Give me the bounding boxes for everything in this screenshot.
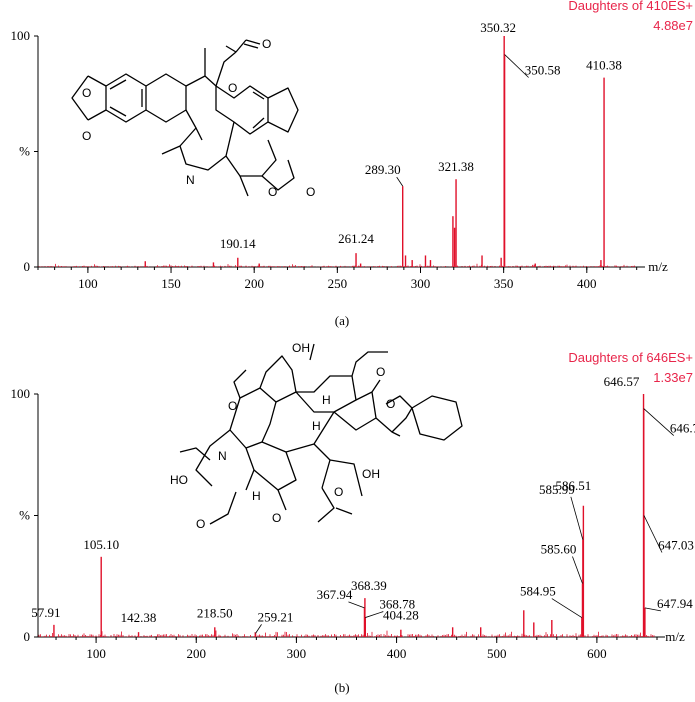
x-ticks-a: 100 150 200 250 300 350 400 — [37, 267, 638, 291]
peak-label: 289.30 — [365, 162, 401, 177]
atom-label-o-bl: O — [196, 517, 205, 531]
y-tick-label: % — [19, 144, 30, 159]
atom-label-ho: HO — [170, 473, 188, 487]
peak-label: 190.14 — [220, 236, 256, 251]
peak-label: 321.38 — [438, 159, 474, 174]
peak-label: 368.78 — [379, 597, 415, 612]
atom-label-n: N — [186, 173, 195, 187]
atom-label-o4: O — [262, 37, 271, 51]
y-tick-label: % — [19, 508, 30, 523]
peak-label-leader — [643, 408, 675, 436]
peak-label: 585.99 — [539, 482, 575, 497]
x-tick-label: 100 — [78, 276, 98, 291]
baseline-noise-b — [38, 630, 655, 637]
peak-label: 368.39 — [351, 578, 387, 593]
x-tick-label: 350 — [494, 276, 514, 291]
peak-label: 261.24 — [338, 231, 374, 246]
peaks-b — [53, 394, 646, 637]
peak-label: 410.38 — [586, 58, 622, 73]
peak-label: 218.50 — [197, 605, 233, 620]
peak-label: 350.32 — [480, 20, 516, 35]
peak-label-leader — [643, 515, 663, 553]
x-tick-label: 200 — [244, 276, 264, 291]
peak-label-leader — [551, 598, 583, 618]
atom-label-oh-right: OH — [362, 467, 380, 481]
molecule-structure-b: OH O O H H N HO OH H O O O O — [170, 341, 463, 531]
atom-label-o6: O — [306, 185, 315, 199]
atom-label-o-top: O — [376, 365, 385, 379]
x-tick-label: 500 — [487, 646, 507, 661]
atom-label-o-acetate: O — [334, 485, 343, 499]
peak-label: 584.95 — [520, 584, 556, 599]
peak-label-leader — [644, 607, 661, 612]
peak-label: 259.21 — [258, 609, 294, 624]
peak-label-leader — [365, 611, 384, 618]
legend-intensity-a: 4.88e7 — [653, 18, 693, 33]
peak-label: 647.03 — [658, 538, 694, 553]
x-tick-label: 400 — [387, 646, 407, 661]
molecule-structure-a: O O O O O O N — [71, 37, 315, 199]
peak-label-leader — [572, 556, 583, 584]
spectrum-chart-a: 0% 100 100 150 200 250 300 350 400 190.14 261.24… — [11, 0, 694, 328]
peak-label: 586.51 — [556, 478, 592, 493]
caption-a: (a) — [335, 313, 349, 328]
x-tick-label: 400 — [577, 276, 597, 291]
atom-label-n-b: N — [218, 449, 227, 463]
peak-label: 646.77 — [670, 421, 695, 436]
peak-label-leader — [570, 496, 584, 540]
peak-labels-a: 190.14 261.24 289.30 321.38 350.32 350.58 410.… — [220, 20, 622, 251]
x-tick-label: 100 — [86, 646, 106, 661]
atom-label-h3: H — [252, 489, 261, 503]
baseline-noise — [38, 630, 655, 637]
atom-label-oh-top: OH — [292, 341, 310, 355]
peak-label-leader — [504, 54, 529, 78]
legend-intensity-b: 1.33e7 — [653, 370, 693, 385]
legend-title-b: Daughters of 646ES+ — [568, 350, 693, 365]
x-tick-label: 250 — [328, 276, 348, 291]
y-ticks-a: 0% 100 — [11, 28, 38, 274]
y-tick-label: 100 — [11, 28, 31, 43]
x-axis-label-a: m/z — [648, 259, 668, 274]
atom-label-o3: O — [228, 81, 237, 95]
x-tick-label: 150 — [161, 276, 181, 291]
peak-label: 647.94 — [657, 596, 693, 611]
peak-label: 57.91 — [31, 605, 60, 620]
x-ticks-b: 100 200 300 400 500 600 — [55, 637, 658, 661]
atom-label-h1: H — [322, 393, 331, 407]
atom-label-o2: O — [82, 129, 91, 143]
atom-label-o1: O — [82, 86, 91, 100]
x-tick-label: 200 — [187, 646, 207, 661]
x-tick-label: 300 — [411, 276, 431, 291]
peak-label: 105.10 — [83, 537, 119, 552]
peak-labels-b: 57.91 105.10 142.38 218.50 259.21 367.94368.3… — [31, 374, 695, 634]
y-ticks-b: 0% 100 — [11, 386, 38, 644]
peaks-a — [144, 36, 605, 267]
baseline-noise-a — [38, 263, 635, 267]
spectrum-chart-b: 0% 100 100 200 300 400 500 600 57.91 105.10 142.… — [11, 350, 695, 695]
peak-label-leader — [255, 624, 262, 634]
x-tick-label: 300 — [287, 646, 307, 661]
x-axis-label-b: m/z — [665, 629, 685, 644]
y-tick-label: 0 — [24, 629, 31, 644]
atom-label-o5: O — [268, 185, 277, 199]
peak-label-leader — [348, 601, 365, 609]
x-tick-label: 600 — [587, 646, 607, 661]
peak-label: 367.94 — [317, 587, 353, 602]
peak-label: 646.57 — [604, 374, 640, 389]
atom-label-h2: H — [312, 419, 321, 433]
atom-label-o-bottom: O — [272, 511, 281, 525]
legend-title-a: Daughters of 410ES+ — [568, 0, 693, 13]
peak-label: 404.28 — [383, 608, 419, 623]
peak-label: 585.60 — [541, 542, 577, 557]
baseline-noise — [38, 263, 635, 267]
caption-b: (b) — [334, 680, 349, 695]
peak-label: 142.38 — [121, 610, 157, 625]
peak-label-leader — [396, 176, 404, 187]
y-tick-label: 0 — [24, 259, 31, 274]
peak-label: 350.58 — [525, 62, 561, 77]
y-tick-label: 100 — [11, 386, 31, 401]
atom-label-o-ester: O — [386, 397, 395, 411]
atom-label-o-left: O — [228, 399, 237, 413]
